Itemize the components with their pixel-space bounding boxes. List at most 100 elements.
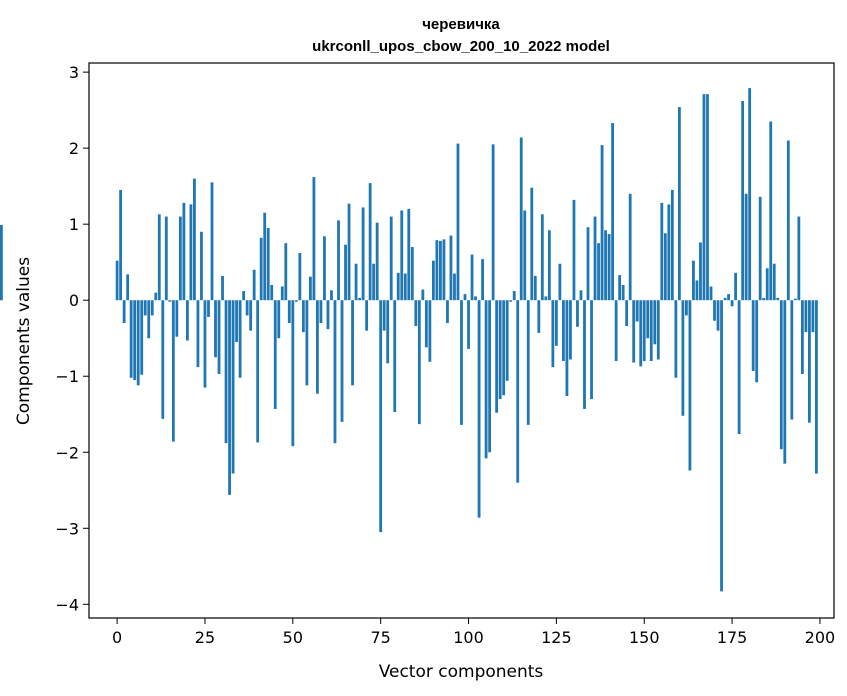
bar-7: [140, 300, 144, 375]
bar-187: [772, 263, 776, 301]
bar-50: [291, 300, 295, 447]
bar-71: [365, 300, 369, 331]
bar-113: [512, 291, 516, 301]
bar-27: [210, 182, 214, 301]
bar-195: [800, 300, 804, 374]
bar-13: [161, 300, 165, 419]
bar-154: [656, 300, 660, 360]
y-tick-label: −3: [55, 519, 79, 538]
y-tick-label: −4: [55, 595, 79, 614]
bar-14: [164, 216, 168, 301]
bar-77: [386, 300, 390, 364]
bar-127: [562, 300, 565, 362]
bar-78: [389, 216, 393, 301]
bar-160: [677, 107, 681, 301]
bar-83: [407, 208, 411, 301]
bar-42: [263, 212, 267, 301]
bar-23: [196, 300, 200, 368]
bar-166: [699, 242, 702, 301]
bar-57: [316, 300, 319, 394]
bar-153: [653, 300, 657, 345]
bar-8: [143, 300, 147, 316]
bar-117: [526, 300, 530, 425]
x-axis-label: Vector components: [379, 662, 544, 682]
bar-114: [516, 300, 520, 483]
bar-144: [621, 285, 625, 301]
bar-196: [804, 300, 808, 333]
bar-26: [207, 300, 210, 317]
x-tick-label: 175: [717, 628, 748, 647]
bar-176: [734, 272, 738, 301]
y-tick-label: 3: [69, 63, 79, 82]
bar-90: [431, 260, 435, 301]
bar-85: [414, 300, 418, 327]
bar-61: [330, 290, 333, 301]
bar-37: [245, 300, 249, 316]
bar-52: [298, 253, 302, 301]
bar-79: [393, 300, 397, 412]
bar-100: [467, 300, 470, 349]
bar-183: [758, 196, 762, 301]
bar-180: [748, 88, 752, 301]
bar-33: [231, 300, 235, 474]
bar-135: [590, 300, 593, 400]
bar-54: [305, 300, 309, 386]
bar-167: [702, 94, 706, 301]
bar-15: [168, 300, 172, 302]
bar-undefined: [0, 224, 3, 301]
bar-105: [484, 300, 488, 459]
bar-51: [294, 300, 298, 302]
y-tick-label: −2: [55, 443, 79, 462]
bar-59: [323, 236, 326, 301]
y-tick-label: 1: [69, 215, 79, 234]
bar-58: [319, 300, 323, 324]
bar-89: [428, 300, 432, 362]
bar-170: [713, 300, 716, 321]
bar-161: [681, 300, 685, 416]
bar-94: [446, 300, 449, 324]
bar-103: [477, 300, 481, 518]
bar-118: [530, 187, 534, 301]
bar-190: [783, 300, 787, 464]
bar-158: [670, 189, 674, 301]
bar-96: [453, 273, 456, 301]
bar-84: [410, 246, 414, 301]
bar-93: [442, 239, 446, 301]
bar-191: [786, 140, 790, 301]
bar-147: [632, 300, 636, 363]
bar-175: [730, 300, 734, 307]
bar-197: [808, 300, 811, 423]
bar-185: [765, 268, 769, 301]
bar-141: [611, 123, 615, 301]
bar-106: [488, 300, 492, 453]
bar-156: [663, 233, 667, 301]
bar-97: [456, 143, 460, 301]
bar-174: [727, 294, 730, 301]
bar-139: [604, 230, 607, 301]
bar-186: [769, 121, 773, 301]
bar-29: [217, 300, 221, 374]
bar-31: [224, 300, 228, 444]
bar-91: [435, 240, 439, 301]
bar-21: [189, 204, 193, 301]
bar-9: [147, 300, 151, 339]
x-tick-label: 0: [112, 628, 122, 647]
bar-151: [646, 300, 650, 339]
bar-121: [540, 214, 544, 301]
y-tick-label: −1: [55, 367, 79, 386]
bar-188: [776, 297, 780, 301]
y-tick-label: 2: [69, 139, 79, 158]
bar-119: [533, 275, 537, 301]
bar-194: [797, 216, 801, 301]
bar-17: [175, 300, 179, 337]
bar-0: [115, 260, 119, 301]
bar-146: [628, 193, 632, 301]
bar-169: [709, 286, 713, 301]
x-tick-label: 125: [541, 628, 572, 647]
bar-126: [558, 263, 562, 301]
bar-56: [312, 177, 316, 301]
bar-198: [811, 300, 815, 333]
bar-66: [347, 203, 351, 301]
bar-74: [375, 222, 379, 301]
